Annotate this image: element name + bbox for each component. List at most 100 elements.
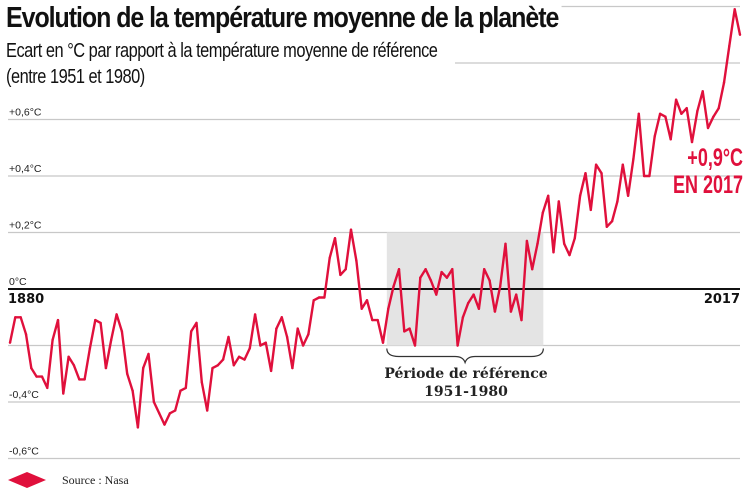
- data-point: [296, 327, 299, 330]
- source-diamond-icon: [8, 472, 46, 488]
- data-point: [131, 389, 134, 392]
- data-point: [424, 268, 427, 271]
- data-point: [648, 174, 651, 178]
- data-point: [722, 81, 726, 85]
- data-point: [626, 194, 630, 197]
- data-point: [30, 366, 33, 370]
- data-point: [531, 268, 534, 271]
- data-point: [78, 378, 81, 381]
- data-point: [488, 279, 491, 282]
- data-point: [237, 355, 241, 358]
- data-point: [371, 318, 374, 322]
- temperature-series-line: [8, 8, 742, 429]
- data-point: [253, 313, 257, 316]
- data-point: [46, 386, 49, 390]
- data-point: [275, 327, 278, 330]
- data-point: [483, 268, 486, 271]
- data-point: [14, 316, 17, 319]
- data-point: [557, 200, 560, 203]
- data-point: [62, 392, 65, 395]
- annotation-value: +0,9°C: [687, 143, 743, 172]
- data-point: [477, 307, 481, 310]
- data-point: [56, 318, 60, 322]
- y-tick-label: +0,2°C: [9, 220, 42, 232]
- data-point: [216, 364, 219, 367]
- data-point: [504, 242, 507, 245]
- data-point: [333, 237, 337, 240]
- data-point: [104, 366, 108, 370]
- data-point: [142, 366, 145, 370]
- chart-title: Evolution de la température moyenne de l…: [6, 2, 562, 35]
- data-point: [291, 366, 294, 370]
- data-point: [525, 239, 529, 243]
- data-point: [658, 112, 662, 116]
- y-tick-label: +0,4°C: [9, 163, 42, 175]
- data-point: [584, 172, 587, 175]
- data-point: [195, 321, 198, 325]
- data-point: [392, 285, 395, 288]
- data-point: [232, 364, 235, 367]
- data-point: [403, 330, 406, 333]
- data-point: [440, 270, 443, 274]
- data-point: [552, 251, 555, 254]
- data-point: [243, 358, 246, 361]
- y-tick-label: -0,6°C: [9, 446, 39, 458]
- data-point: [301, 344, 305, 347]
- data-point: [323, 296, 326, 299]
- data-point: [67, 355, 70, 358]
- data-point: [51, 338, 54, 342]
- data-point: [467, 301, 470, 305]
- gridlines: [8, 5, 740, 460]
- data-point: [184, 386, 187, 390]
- data-point: [706, 126, 710, 130]
- data-point: [435, 293, 438, 296]
- data-point: [387, 307, 390, 310]
- data-point: [269, 369, 273, 373]
- chart-subtitle-period: (entre 1951 et 1980): [6, 66, 149, 89]
- data-point: [19, 316, 22, 319]
- data-point: [578, 194, 582, 197]
- data-point: [701, 90, 704, 93]
- data-point: [445, 276, 449, 279]
- data-point: [376, 318, 379, 322]
- data-point: [547, 194, 550, 197]
- data-point: [307, 333, 310, 336]
- data-point: [642, 174, 646, 178]
- data-point: [35, 375, 38, 378]
- data-point: [99, 321, 102, 325]
- chart-subtitle: Ecart en °C par rapport à la température…: [6, 40, 441, 63]
- y-tick-label: -0,4°C: [9, 389, 39, 401]
- data-point: [632, 157, 635, 161]
- data-point: [728, 44, 731, 48]
- data-point: [685, 107, 688, 110]
- data-point: [344, 268, 347, 271]
- reference-period-label: Période de référence: [384, 366, 547, 382]
- data-point: [174, 409, 177, 412]
- data-point: [738, 33, 742, 36]
- data-point: [110, 338, 113, 342]
- data-point: [573, 237, 576, 240]
- y-tick-label: +0,6°C: [9, 107, 42, 119]
- data-point: [221, 358, 225, 361]
- data-point: [365, 299, 369, 302]
- data-point: [429, 279, 433, 282]
- source-label: Source : Nasa: [62, 473, 129, 487]
- data-point: [493, 310, 497, 313]
- data-point: [355, 259, 358, 262]
- data-point: [520, 318, 523, 322]
- y-axis-labels: +0,6°C +0,4°C +0,2°C 0°C -0,4°C -0,6°C: [9, 107, 42, 458]
- data-point: [541, 211, 544, 214]
- data-point: [24, 333, 28, 336]
- data-point: [594, 163, 598, 166]
- data-point: [88, 347, 92, 350]
- data-point: [349, 228, 353, 231]
- data-point: [136, 426, 140, 429]
- data-point: [397, 268, 401, 271]
- data-point: [94, 318, 97, 322]
- data-point: [211, 366, 214, 370]
- data-point: [712, 115, 715, 118]
- data-point: [536, 242, 539, 245]
- data-point: [461, 316, 465, 319]
- x-tick-label-end: 2017: [704, 292, 740, 307]
